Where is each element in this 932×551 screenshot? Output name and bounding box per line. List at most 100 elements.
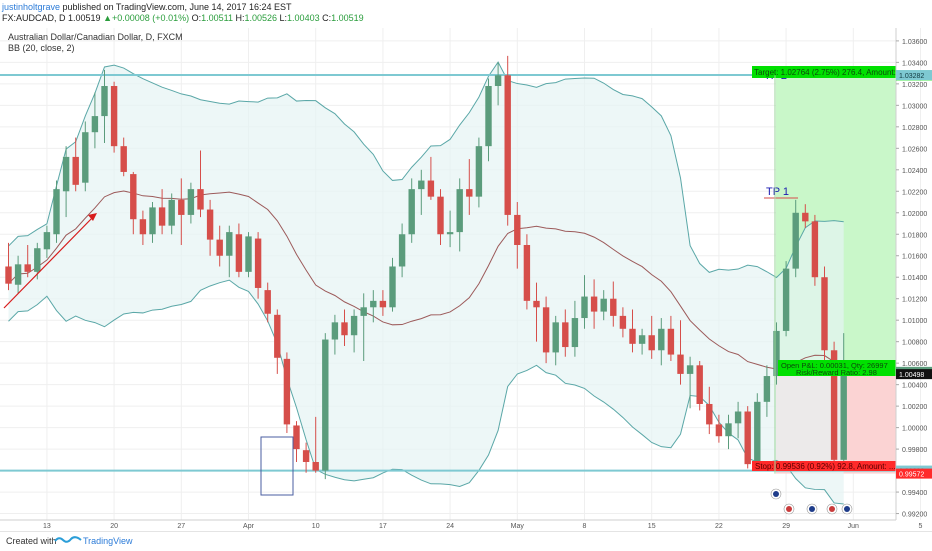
author-link[interactable]: justinholtgrave — [2, 2, 61, 12]
time-axis[interactable]: 132027Apr101724May8152229Jun5121926 — [0, 519, 932, 530]
candle-body — [840, 371, 847, 460]
price-tick-label: 1.02000 — [902, 211, 927, 218]
trend-arrow-icon — [88, 213, 97, 221]
candle — [619, 307, 627, 338]
candle-body — [370, 300, 377, 308]
brand-link[interactable]: TradingView — [83, 536, 133, 546]
price-tick-label: 0.99800 — [902, 447, 927, 454]
price-tag-text: 1.03282 — [899, 73, 924, 80]
price-tag-text: 0.99572 — [899, 472, 924, 479]
price-tick-label: 1.00800 — [902, 340, 927, 347]
price-tick-label: 1.02200 — [902, 189, 927, 196]
candle — [590, 279, 598, 329]
candle — [677, 320, 684, 385]
candle-body — [533, 300, 540, 308]
candle — [648, 315, 655, 359]
price-tick-label: 1.02400 — [902, 168, 927, 175]
candle — [293, 421, 300, 462]
price-axis[interactable]: 0.992000.994000.996000.998001.000001.002… — [895, 28, 927, 520]
candle — [360, 293, 367, 362]
highlight-box — [260, 436, 294, 496]
event-flag-icon — [806, 503, 818, 515]
price-tag-bg — [896, 369, 932, 380]
candle — [821, 266, 828, 364]
candle — [610, 281, 617, 327]
time-tick-label: 29 — [782, 523, 790, 530]
candle — [398, 223, 406, 278]
candle — [706, 386, 713, 435]
candle-body — [802, 212, 809, 222]
price-tick-label: 1.01800 — [902, 232, 927, 239]
candle — [43, 225, 51, 258]
open-pl-label: Open P&L: 0.00031, Qty: 26997 — [781, 361, 888, 370]
candle — [773, 322, 780, 385]
quote-line: FX:AUDCAD, D 1.00519 ▲+0.00008 (+0.01%) … — [2, 13, 364, 23]
time-tick-label: 27 — [177, 523, 185, 530]
target-label: Target: 1.02764 (2.75%) 276.4, Amount: .… — [754, 68, 905, 77]
risk-reward-label: Risk/Reward Ratio: 2.98 — [796, 368, 877, 377]
candle-body — [523, 244, 531, 301]
candle-body — [734, 411, 742, 424]
time-tick-label: 15 — [648, 523, 656, 530]
candle-body — [552, 322, 559, 353]
candle-body — [830, 350, 838, 460]
candle — [408, 178, 415, 243]
candle — [130, 171, 137, 235]
high-value: 1.00526 — [244, 13, 278, 23]
candle-body — [792, 212, 799, 269]
candle-body — [130, 174, 137, 220]
candle-body — [619, 315, 627, 329]
candle-body — [53, 189, 60, 235]
candle-body — [696, 365, 703, 404]
candle — [158, 189, 166, 235]
candle — [62, 146, 70, 218]
candle — [514, 202, 521, 269]
candle-body — [504, 75, 511, 215]
event-flag-icon — [841, 503, 853, 515]
candles — [5, 55, 847, 480]
candle-body — [254, 238, 262, 288]
candle-body — [389, 266, 396, 308]
candle-body — [610, 298, 617, 316]
event-flag-icon — [783, 503, 795, 515]
price-tag-bg — [896, 468, 932, 479]
candle-body — [293, 425, 300, 450]
candle-body — [638, 335, 646, 344]
candle-body — [302, 450, 310, 462]
candle — [226, 225, 233, 278]
band-fill — [8, 62, 844, 504]
candle-body — [24, 264, 31, 272]
candle-body — [379, 300, 387, 308]
candle-body — [178, 199, 185, 215]
chart-title: Australian Dollar/Canadian Dollar, D, FX… — [8, 32, 183, 42]
candle — [418, 169, 425, 215]
candle — [341, 309, 348, 346]
candle — [475, 137, 483, 208]
candle-body — [168, 199, 175, 226]
price-tick-label: 1.01000 — [902, 318, 927, 325]
candle — [235, 223, 243, 278]
candle — [274, 309, 281, 374]
candle — [82, 121, 89, 192]
indicator-label[interactable]: BB (20, close, 2) — [8, 43, 75, 53]
candle-body — [341, 322, 348, 336]
publish-info: published on TradingView.com, June 14, 2… — [60, 2, 292, 12]
price-tick-label: 1.00400 — [902, 383, 927, 390]
candle-body — [158, 207, 166, 226]
candle-body — [754, 401, 761, 465]
candle-body — [408, 189, 415, 235]
candle — [245, 232, 252, 278]
candle — [638, 328, 646, 355]
candle — [562, 309, 569, 357]
stop-label: Stop: 0.99536 (0.92%) 92.8, Amount: ... — [755, 462, 896, 471]
time-tick-label: 20 — [110, 523, 118, 530]
candle — [782, 261, 790, 337]
candle — [494, 62, 502, 106]
price-chart[interactable]: TP 1TP 2Target: 1.02764 (2.75%) 276.4, A… — [0, 0, 932, 531]
candle — [168, 193, 175, 235]
candle-body — [648, 335, 655, 351]
stop-price-tag: 0.99572 — [896, 468, 932, 479]
candle — [120, 137, 127, 177]
publish-line: justinholtgrave published on TradingView… — [2, 2, 292, 12]
lower-band — [8, 279, 844, 505]
